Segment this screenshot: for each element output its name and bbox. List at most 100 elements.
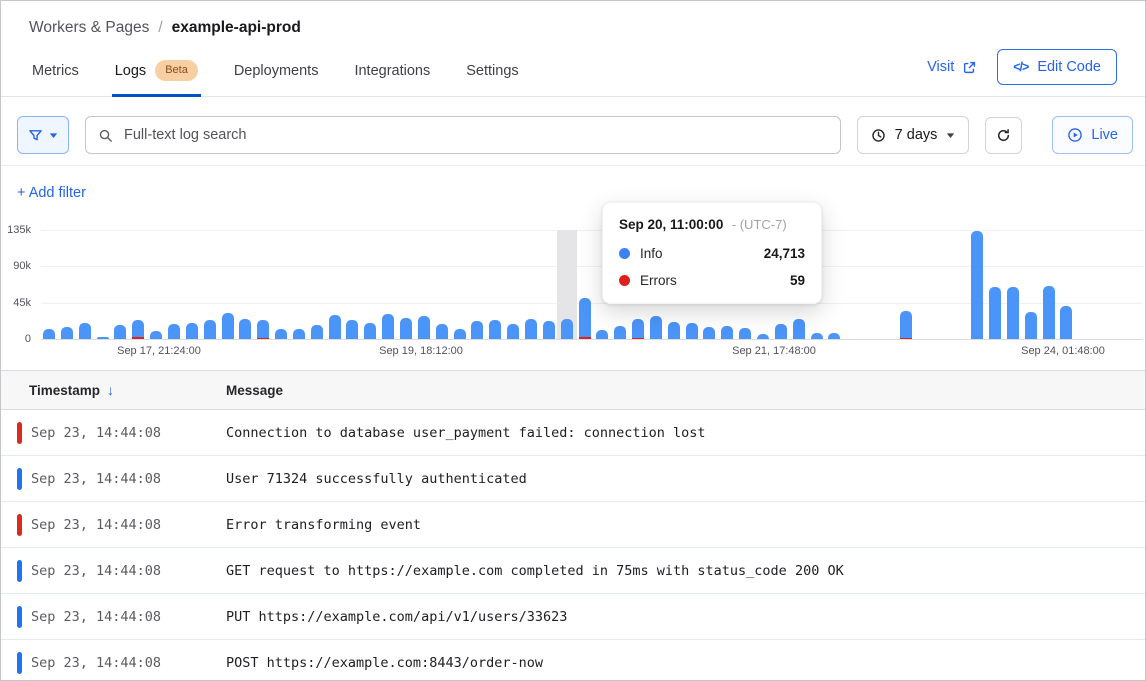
chart-bar[interactable]: [400, 318, 412, 339]
severity-indicator: [17, 467, 22, 490]
chart-bar[interactable]: [989, 286, 1002, 339]
chart-bar[interactable]: [542, 321, 555, 339]
chart-bar[interactable]: [899, 310, 912, 339]
chart-bar[interactable]: [1042, 285, 1055, 339]
edit-code-label: Edit Code: [1037, 59, 1101, 75]
chart-bar[interactable]: [703, 326, 716, 339]
severity-indicator: [17, 651, 22, 674]
chart-bar[interactable]: [507, 324, 520, 339]
chart-bar[interactable]: [632, 318, 645, 339]
log-row[interactable]: Sep 23, 14:44:08 User 71324 successfully…: [1, 456, 1145, 502]
chart-bar[interactable]: [96, 336, 109, 339]
chart-bar[interactable]: [739, 327, 752, 339]
chart-plot: [41, 230, 1143, 340]
chart-bar[interactable]: [114, 325, 127, 339]
tab-logs[interactable]: Logs Beta: [111, 50, 201, 97]
chart-bar[interactable]: [167, 323, 180, 339]
chart-bar[interactable]: [810, 333, 823, 339]
chevron-down-icon: [947, 132, 955, 138]
chart-bar[interactable]: [453, 328, 466, 339]
chart-bar[interactable]: [185, 322, 198, 339]
tab-settings[interactable]: Settings: [463, 50, 521, 96]
chart-bar[interactable]: [310, 325, 323, 339]
chart-bar[interactable]: [1060, 305, 1073, 339]
tab-metrics[interactable]: Metrics: [29, 50, 82, 96]
tab-deployments[interactable]: Deployments: [231, 50, 322, 96]
x-axis-label: Sep 21, 17:48:00: [732, 345, 816, 357]
visit-link[interactable]: Visit: [927, 59, 977, 75]
severity-indicator: [17, 559, 22, 582]
log-row[interactable]: Sep 23, 14:44:08 Connection to database …: [1, 410, 1145, 456]
chart-bar[interactable]: [328, 314, 341, 339]
log-timestamp: Sep 23, 14:44:08: [31, 654, 162, 671]
tab-label: Integrations: [354, 62, 431, 79]
chart-bar[interactable]: [257, 320, 270, 339]
chart-bar[interactable]: [43, 328, 55, 339]
column-header-timestamp[interactable]: Timestamp ↓: [29, 382, 226, 398]
chart-x-axis: Sep 17, 21:24:00 Sep 19, 18:12:00 Sep 21, …: [1, 342, 1145, 357]
chart-bar[interactable]: [1024, 311, 1037, 339]
error-dot-icon: [619, 275, 630, 286]
sort-desc-icon: ↓: [107, 382, 115, 398]
chart-bar[interactable]: [685, 322, 698, 339]
log-timestamp: Sep 23, 14:44:08: [31, 516, 162, 533]
chart-bar[interactable]: [471, 321, 484, 339]
gridline: [41, 266, 1143, 268]
chart-bar[interactable]: [1006, 286, 1019, 339]
chart-bar[interactable]: [417, 316, 430, 339]
chart-bar[interactable]: [578, 297, 591, 339]
chart-bar[interactable]: [721, 326, 734, 339]
log-row[interactable]: Sep 23, 14:44:08 POST https://example.co…: [1, 640, 1145, 680]
tab-integrations[interactable]: Integrations: [351, 50, 433, 96]
log-message: User 71324 successfully authenticated: [226, 470, 527, 487]
log-row[interactable]: Sep 23, 14:44:08 GET request to https://…: [1, 548, 1145, 594]
chart-bar[interactable]: [971, 230, 984, 339]
chart-bar[interactable]: [382, 313, 395, 339]
chart-bar[interactable]: [346, 319, 359, 339]
chart-bar-error-segment: [132, 336, 145, 339]
tooltip-row-info: Info 24,713: [619, 246, 805, 261]
refresh-button[interactable]: [985, 116, 1023, 154]
add-filter-button[interactable]: + Add filter: [17, 185, 86, 201]
add-filter-row: + Add filter: [1, 166, 1145, 216]
log-row[interactable]: Sep 23, 14:44:08 Error transforming even…: [1, 502, 1145, 548]
column-header-message: Message: [226, 382, 284, 398]
time-range-dropdown[interactable]: 7 days: [856, 116, 970, 154]
edit-code-button[interactable]: </> Edit Code: [997, 49, 1117, 85]
breadcrumb-current-worker: example-api-prod: [171, 19, 301, 36]
chart-bar[interactable]: [221, 313, 234, 339]
chart-bar[interactable]: [78, 322, 91, 339]
tooltip-series-value: 59: [789, 273, 805, 288]
timestamp-header-label: Timestamp: [29, 382, 101, 398]
chart-bar[interactable]: [203, 320, 216, 339]
chart-bar[interactable]: [60, 326, 73, 339]
chart-bar[interactable]: [489, 320, 502, 339]
chart-bar[interactable]: [614, 326, 627, 339]
chart-bar[interactable]: [757, 334, 769, 339]
breadcrumb-workers-pages[interactable]: Workers & Pages: [29, 19, 150, 36]
chart-bar-error-segment: [257, 338, 270, 339]
chart-bar[interactable]: [132, 319, 145, 339]
chart-bar[interactable]: [275, 329, 288, 339]
live-button[interactable]: Live: [1052, 116, 1133, 154]
tooltip-series-label: Errors: [640, 273, 677, 288]
chart-bar[interactable]: [596, 330, 609, 339]
chart-bar[interactable]: [792, 318, 805, 339]
log-row[interactable]: Sep 23, 14:44:08 PUT https://example.com…: [1, 594, 1145, 640]
chart-bar[interactable]: [560, 319, 573, 339]
filter-dropdown-button[interactable]: [17, 116, 69, 154]
chart-bar[interactable]: [435, 324, 448, 339]
log-message: GET request to https://example.com compl…: [226, 562, 844, 579]
chart-bar[interactable]: [774, 323, 787, 339]
chart-bar[interactable]: [524, 318, 537, 339]
chart-bar[interactable]: [667, 322, 680, 339]
chart-bar[interactable]: [649, 315, 662, 339]
chart-bar[interactable]: [292, 328, 305, 339]
chart-bar[interactable]: [364, 322, 377, 339]
chart-bar[interactable]: [239, 318, 252, 339]
external-link-icon: [964, 61, 976, 73]
log-timestamp: Sep 23, 14:44:08: [31, 608, 162, 625]
chart-bar[interactable]: [828, 332, 841, 339]
chart-bar[interactable]: [150, 330, 163, 339]
search-input[interactable]: [122, 126, 828, 144]
